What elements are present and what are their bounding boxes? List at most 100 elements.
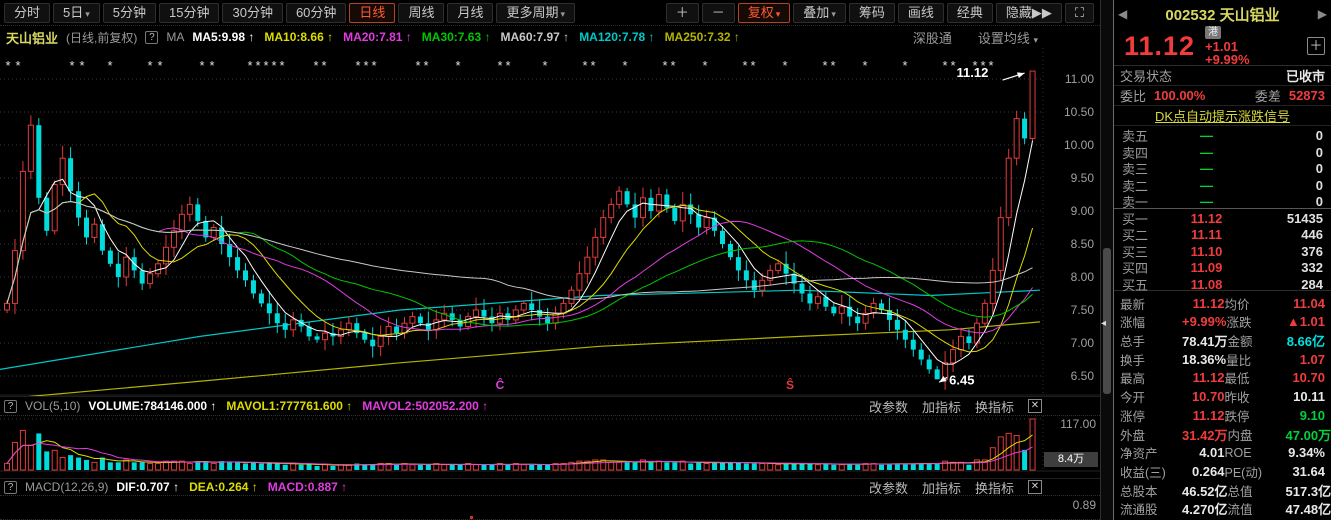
order-book-row[interactable]: 卖一 — 0 (1114, 192, 1331, 210)
event-asterisk-marker: * (271, 58, 276, 73)
close-icon[interactable]: ✕ (1028, 480, 1042, 494)
chart-scrollbar[interactable]: ◂ (1100, 0, 1113, 520)
toolbar-left: 分时 5日 ▾ 5分钟 15分钟 30分钟 60分钟 日线 周线 月线 更多周期 ▾ (4, 2, 576, 23)
switch-indicator-link[interactable]: 换指标 (974, 399, 1014, 415)
toolbar-button-classic[interactable]: 经典 (946, 2, 993, 23)
ma-legend-entry: MA5:9.98 ↑ (192, 30, 255, 44)
event-asterisk-marker: * (363, 58, 368, 73)
order-price: 11.11 (1190, 227, 1223, 242)
main-chart-canvas[interactable]: 11.00 10.50 10.00 9.50 9.00 8.50 8.00 7.50 7.00 6… (0, 48, 1100, 400)
event-asterisk-marker: * (199, 58, 204, 73)
toolbar-button-overlay[interactable]: 叠加 ▾ (793, 2, 846, 23)
toolbar-button-monthly[interactable]: 月线 (447, 2, 494, 23)
vol-pane-actions: 改参数 加指标 换指标 ✕ (869, 397, 1042, 416)
stat-row: 外盘 31.42万 内盘 47.00万 (1114, 425, 1331, 443)
event-asterisk-marker: * (455, 58, 460, 73)
toolbar-button-minute[interactable]: 分时 (4, 2, 51, 23)
quote-stats: 最新 11.12 均价 11.04 涨幅 +9.99% 涨跌 ▲1.01 总手 78.41万 金额 8… (1114, 291, 1331, 520)
stat-row: 换手 18.36% 量比 1.07 (1114, 350, 1331, 368)
macd-axis-label: 0.89 (1072, 498, 1096, 512)
order-book-row[interactable]: 买一 11.12 51435 (1114, 209, 1331, 227)
event-asterisk-marker: * (822, 58, 827, 73)
close-icon[interactable]: ✕ (1028, 399, 1042, 413)
help-icon[interactable]: ? (4, 480, 17, 494)
stat-row: 涨停 11.12 跌停 9.10 (1114, 406, 1331, 424)
order-level-label: 卖五 (1122, 129, 1149, 144)
event-letter-marker: Ĉ (496, 377, 505, 392)
toolbar-button-30min[interactable]: 30分钟 (222, 2, 283, 23)
macd-chart-canvas[interactable] (0, 496, 1100, 520)
order-book-row[interactable]: 买二 11.11 446 (1114, 225, 1331, 243)
order-price: — (1200, 177, 1213, 193)
order-book-row[interactable]: 买五 11.08 284 (1114, 275, 1331, 293)
stat-value: 4.01 (1199, 445, 1225, 461)
event-asterisk-marker: * (622, 58, 627, 73)
next-stock-arrow-icon[interactable]: ▶ (1317, 7, 1327, 21)
stat-label: 涨停 (1120, 409, 1146, 424)
toolbar-button-zoom-in[interactable]: ＋ (665, 2, 699, 23)
quote-panel: ◀ 002532 天山铝业 ▶ 11.12 港 +1.01 +9.99% ＋ 交… (1113, 0, 1331, 520)
toolbar-button-adjust[interactable]: 复权 ▾ (737, 2, 791, 23)
stat-label: 金额 (1227, 335, 1253, 350)
order-book-row[interactable]: 卖四 — 0 (1114, 143, 1331, 161)
order-book-row[interactable]: 卖二 — 0 (1114, 176, 1331, 194)
event-asterisk-marker: * (157, 58, 162, 73)
event-asterisk-marker: * (209, 58, 214, 73)
toolbar-button-chips[interactable]: 筹码 (848, 2, 895, 23)
event-asterisk-marker: * (107, 58, 112, 73)
ma-settings-link[interactable]: 设置均线 ▾ (977, 30, 1038, 46)
order-price: — (1200, 194, 1213, 209)
stat-row: 总股本 46.52亿 总值 517.3亿 (1114, 481, 1331, 499)
dk-signal-link[interactable]: DK点自动提示涨跌信号 (1154, 109, 1291, 124)
order-level-label: 卖二 (1122, 178, 1149, 194)
order-book-row[interactable]: 卖三 — 0 (1114, 159, 1331, 177)
prev-stock-arrow-icon[interactable]: ◀ (1118, 7, 1128, 21)
toolbar-button-draw[interactable]: 画线 (897, 2, 944, 23)
event-asterisk-marker: * (542, 58, 547, 73)
event-asterisk-marker: * (742, 58, 747, 73)
help-icon[interactable]: ? (4, 399, 17, 413)
order-book-row[interactable]: 买四 11.09 332 (1114, 258, 1331, 276)
change-params-link[interactable]: 改参数 (868, 399, 908, 415)
toolbar-button-weekly[interactable]: 周线 (398, 2, 445, 23)
event-asterisk-marker: * (313, 58, 318, 73)
toolbar-button-more-periods[interactable]: 更多周期 ▾ (496, 2, 576, 23)
toolbar-button-hide[interactable]: 隐藏▶▶ (995, 2, 1062, 23)
toolbar-button-fullscreen[interactable]: ⛶ (1064, 2, 1094, 23)
macd-pane-header: ? MACD(12,26,9) DIF:0.707 ↑ DEA:0.264 ↑ MA… (0, 478, 1100, 496)
add-to-watchlist-button[interactable]: ＋ (1307, 37, 1325, 55)
stat-label: 今开 (1120, 391, 1146, 406)
ma-legend-entry: MA60:7.97 ↑ (500, 30, 570, 44)
switch-indicator-link[interactable]: 换指标 (974, 480, 1014, 496)
order-book-row[interactable]: 卖五 — 0 (1114, 126, 1331, 144)
stat-label: 总值 (1227, 484, 1253, 499)
event-asterisk-marker: * (497, 58, 502, 73)
event-asterisk-marker: * (582, 58, 587, 73)
add-indicator-link[interactable]: 加指标 (921, 399, 961, 415)
toolbar-button-daily[interactable]: 日线 (349, 2, 396, 23)
last-price: 11.12 (1124, 30, 1196, 61)
toolbar-button-15min[interactable]: 15分钟 (159, 2, 220, 23)
stat-label: 收益(三) (1120, 465, 1166, 480)
toolbar-button-5min[interactable]: 5分钟 (102, 2, 157, 23)
order-price: 11.10 (1190, 243, 1223, 259)
add-indicator-link[interactable]: 加指标 (921, 480, 961, 496)
weibi-value: 100.00% (1154, 88, 1206, 103)
scrollbar-thumb[interactable] (1103, 248, 1111, 394)
toolbar-button-zoom-out[interactable]: － (701, 2, 735, 23)
vol-indicator-title: VOL(5,10) (25, 399, 81, 413)
stat-label: 总股本 (1120, 484, 1158, 499)
help-icon[interactable]: ? (145, 30, 159, 44)
event-asterisk-marker: * (5, 58, 10, 73)
toolbar-button-5day[interactable]: 5日 ▾ (53, 2, 100, 23)
stat-value: 9.10 (1299, 407, 1325, 423)
order-level-label: 卖三 (1122, 162, 1149, 177)
shenzhen-connect-link[interactable]: 深股通 (912, 30, 952, 46)
volume-chart-canvas[interactable] (0, 416, 1100, 472)
event-asterisk-marker: * (147, 58, 152, 73)
stat-value: 11.04 (1293, 295, 1325, 311)
order-book-row[interactable]: 买三 11.10 376 (1114, 242, 1331, 260)
stat-value: 31.42万 (1182, 427, 1228, 443)
toolbar-button-60min[interactable]: 60分钟 (285, 2, 347, 23)
change-params-link[interactable]: 改参数 (868, 480, 908, 496)
